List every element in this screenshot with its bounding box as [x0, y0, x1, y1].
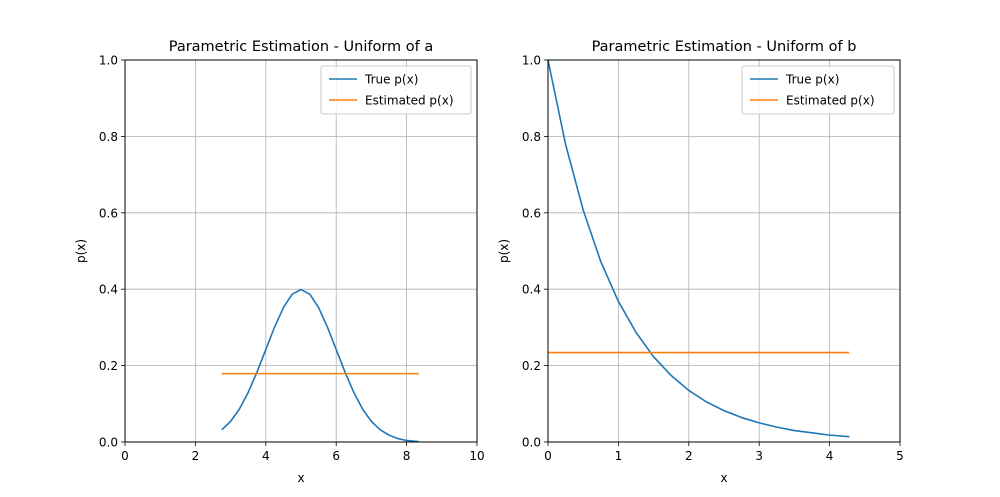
y-tick-label-left-1: 0.2 — [99, 359, 118, 373]
legend-right: True p(x) Estimated p(x) — [741, 65, 895, 115]
x-tick-label-right-0: 0 — [544, 449, 552, 463]
y-axis-label-left: p(x) — [74, 239, 88, 263]
legend-label-estimated-right: Estimated p(x) — [786, 94, 875, 108]
chart-title-right: Parametric Estimation - Uniform of b — [592, 39, 857, 55]
y-tick-label-left-4: 0.8 — [99, 130, 118, 144]
x-ticks-right: 0 1 2 3 4 5 — [544, 442, 904, 463]
y-tick-label-left-3: 0.6 — [99, 206, 118, 220]
y-ticks-right: 0.0 0.2 0.4 0.6 0.8 1.0 — [522, 54, 548, 450]
y-ticks-left: 0.0 0.2 0.4 0.6 0.8 1.0 — [99, 54, 125, 450]
chart-title-left: Parametric Estimation - Uniform of a — [169, 39, 434, 55]
legend-label-estimated-left: Estimated p(x) — [365, 94, 454, 108]
y-axis-label-right: p(x) — [497, 239, 511, 263]
y-tick-label-left-2: 0.4 — [99, 283, 118, 297]
x-tick-label-right-1: 1 — [615, 449, 623, 463]
series-true-px-left — [221, 288, 420, 443]
legend-label-true-right: True p(x) — [785, 73, 839, 87]
y-tick-label-right-0: 0.0 — [522, 436, 541, 450]
legend-label-true-left: True p(x) — [364, 73, 418, 87]
x-tick-label-right-5: 5 — [896, 449, 904, 463]
legend-left: True p(x) Estimated p(x) — [320, 65, 472, 115]
legend-box-right — [741, 65, 895, 115]
plot-frame-left — [124, 59, 478, 443]
x-tick-label-left-1: 2 — [192, 449, 200, 463]
subplot-right: 0 1 2 3 4 5 0.0 0.2 0.4 0.6 0.8 1.0 Parametric Est… — [497, 39, 904, 485]
legend-box-left — [320, 65, 472, 115]
y-tick-label-right-3: 0.6 — [522, 206, 541, 220]
y-tick-label-right-4: 0.8 — [522, 130, 541, 144]
x-tick-label-left-2: 4 — [262, 449, 270, 463]
y-tick-label-left-5: 1.0 — [99, 54, 118, 68]
x-axis-label-right: x — [720, 471, 727, 485]
y-tick-label-left-0: 0.0 — [99, 436, 118, 450]
x-tick-label-right-4: 4 — [826, 449, 834, 463]
x-tick-label-right-3: 3 — [755, 449, 763, 463]
x-tick-label-left-3: 6 — [332, 449, 340, 463]
series-true-px-right — [547, 59, 850, 438]
x-axis-label-left: x — [297, 471, 304, 485]
x-tick-label-right-2: 2 — [685, 449, 693, 463]
x-ticks-left: 0 2 4 6 8 10 — [121, 442, 485, 463]
y-tick-label-right-5: 1.0 — [522, 54, 541, 68]
series-layer-right — [547, 59, 850, 438]
grid-left — [124, 59, 478, 443]
y-tick-label-right-1: 0.2 — [522, 359, 541, 373]
x-tick-label-left-4: 8 — [403, 449, 411, 463]
series-layer-left — [221, 288, 420, 443]
x-tick-label-left-5: 10 — [469, 449, 484, 463]
plot-frame-right — [547, 59, 901, 443]
y-tick-label-right-2: 0.4 — [522, 283, 541, 297]
subplot-left: 0 2 4 6 8 10 0.0 0.2 0.4 0.6 0.8 1.0 Parametric Es… — [74, 39, 485, 485]
x-tick-label-left-0: 0 — [121, 449, 129, 463]
